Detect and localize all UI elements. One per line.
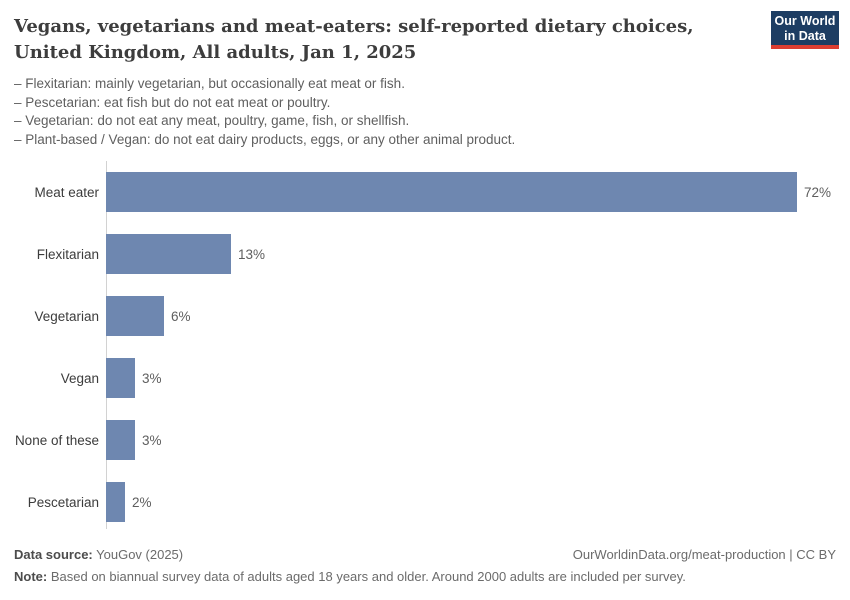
data-source-value: YouGov (2025) bbox=[96, 547, 184, 562]
subtitle-line-flexitarian: – Flexitarian: mainly vegetarian, but oc… bbox=[14, 76, 405, 91]
chart-footer: Data source: YouGov (2025) OurWorldinDat… bbox=[14, 546, 836, 585]
bar-row: Flexitarian 13% bbox=[0, 234, 850, 274]
subtitle-line-vegetarian: – Vegetarian: do not eat any meat, poult… bbox=[14, 113, 410, 128]
value-label: 3% bbox=[142, 432, 162, 448]
note-label: Note: bbox=[14, 569, 48, 584]
category-label: Vegetarian bbox=[34, 308, 99, 324]
bar[interactable] bbox=[106, 482, 125, 522]
bar-row: Pescetarian 2% bbox=[0, 482, 850, 522]
chart-title-line1: Vegans, vegetarians and meat-eaters: sel… bbox=[14, 16, 694, 37]
data-source-label: Data source: bbox=[14, 547, 93, 562]
bar-row: Vegan 3% bbox=[0, 358, 850, 398]
bar[interactable] bbox=[106, 420, 135, 460]
bar-row: None of these 3% bbox=[0, 420, 850, 460]
value-label: 6% bbox=[171, 308, 191, 324]
value-label: 13% bbox=[238, 246, 266, 262]
bar-row: Vegetarian 6% bbox=[0, 296, 850, 336]
chart-title: Vegans, vegetarians and meat-eaters: sel… bbox=[14, 14, 759, 66]
value-label: 3% bbox=[142, 370, 162, 386]
owid-attribution-link[interactable]: OurWorldinData.org/meat-production | CC … bbox=[572, 547, 836, 562]
bar-chart: Meat eater 72% Flexitarian 13% Vegetaria… bbox=[0, 172, 850, 544]
bar[interactable] bbox=[106, 172, 797, 212]
chart-title-line2: United Kingdom, All adults, Jan 1, 2025 bbox=[14, 42, 417, 63]
y-axis-line bbox=[106, 161, 107, 529]
note-text: Based on biannual survey data of adults … bbox=[50, 569, 686, 584]
subtitle-line-vegan: – Plant-based / Vegan: do not eat dairy … bbox=[14, 131, 516, 147]
value-label: 72% bbox=[804, 184, 832, 200]
category-label: Flexitarian bbox=[36, 246, 99, 262]
category-label: Vegan bbox=[60, 370, 99, 386]
owid-logo[interactable]: Our World in Data bbox=[771, 11, 839, 49]
owid-logo-line1: Our World bbox=[774, 14, 836, 28]
category-label: None of these bbox=[14, 432, 99, 448]
chart-subtitle: – Flexitarian: mainly vegetarian, but oc… bbox=[14, 75, 794, 149]
bar[interactable] bbox=[106, 234, 231, 274]
category-label: Pescetarian bbox=[27, 494, 99, 510]
subtitle-line-pescetarian: – Pescetarian: eat fish but do not eat m… bbox=[14, 94, 331, 110]
owid-logo-line2: in Data bbox=[784, 29, 826, 43]
category-label: Meat eater bbox=[34, 184, 99, 200]
bar[interactable] bbox=[106, 296, 164, 336]
bar-row: Meat eater 72% bbox=[0, 172, 850, 212]
value-label: 2% bbox=[132, 494, 152, 510]
data-source: Data source: YouGov (2025) bbox=[14, 546, 183, 563]
bar[interactable] bbox=[106, 358, 135, 398]
